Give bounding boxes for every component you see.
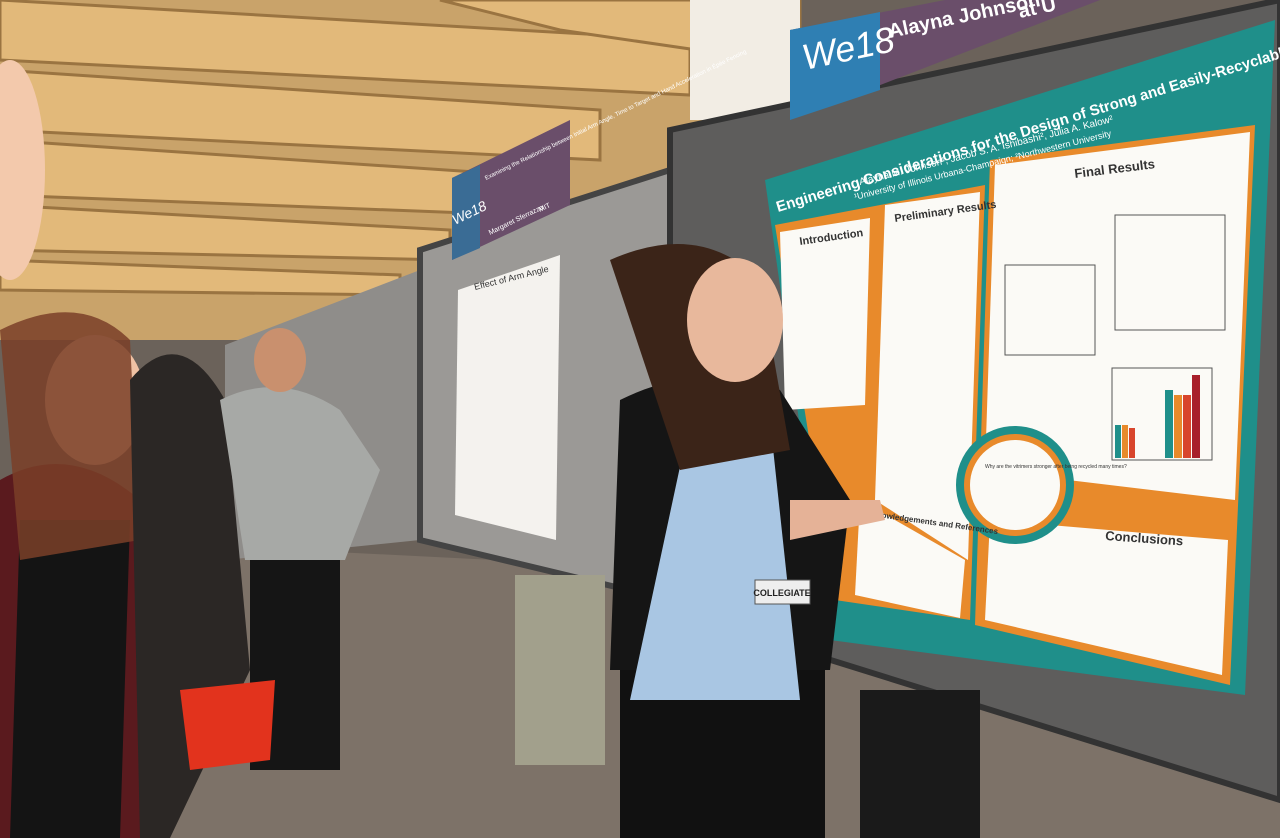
poster-chart: [1004, 214, 1226, 461]
far-sign-logo-box: [452, 165, 480, 260]
badge-text: COLLEGIATE: [753, 588, 810, 598]
people: COLLEGIATE: [0, 60, 980, 838]
far-poster: [455, 255, 560, 540]
sign-affiliation: at U: [1016, 0, 1058, 23]
far-sign-school: MIT: [538, 202, 553, 214]
window-light: [690, 0, 800, 120]
section-heading: Conclusions: [1105, 528, 1184, 548]
far-sign: [452, 120, 570, 260]
poster-question: Why are the vitrimers stronger after bei…: [985, 464, 1127, 470]
sign-logo-box: [790, 12, 880, 120]
poster-circle-inner: [970, 440, 1060, 530]
